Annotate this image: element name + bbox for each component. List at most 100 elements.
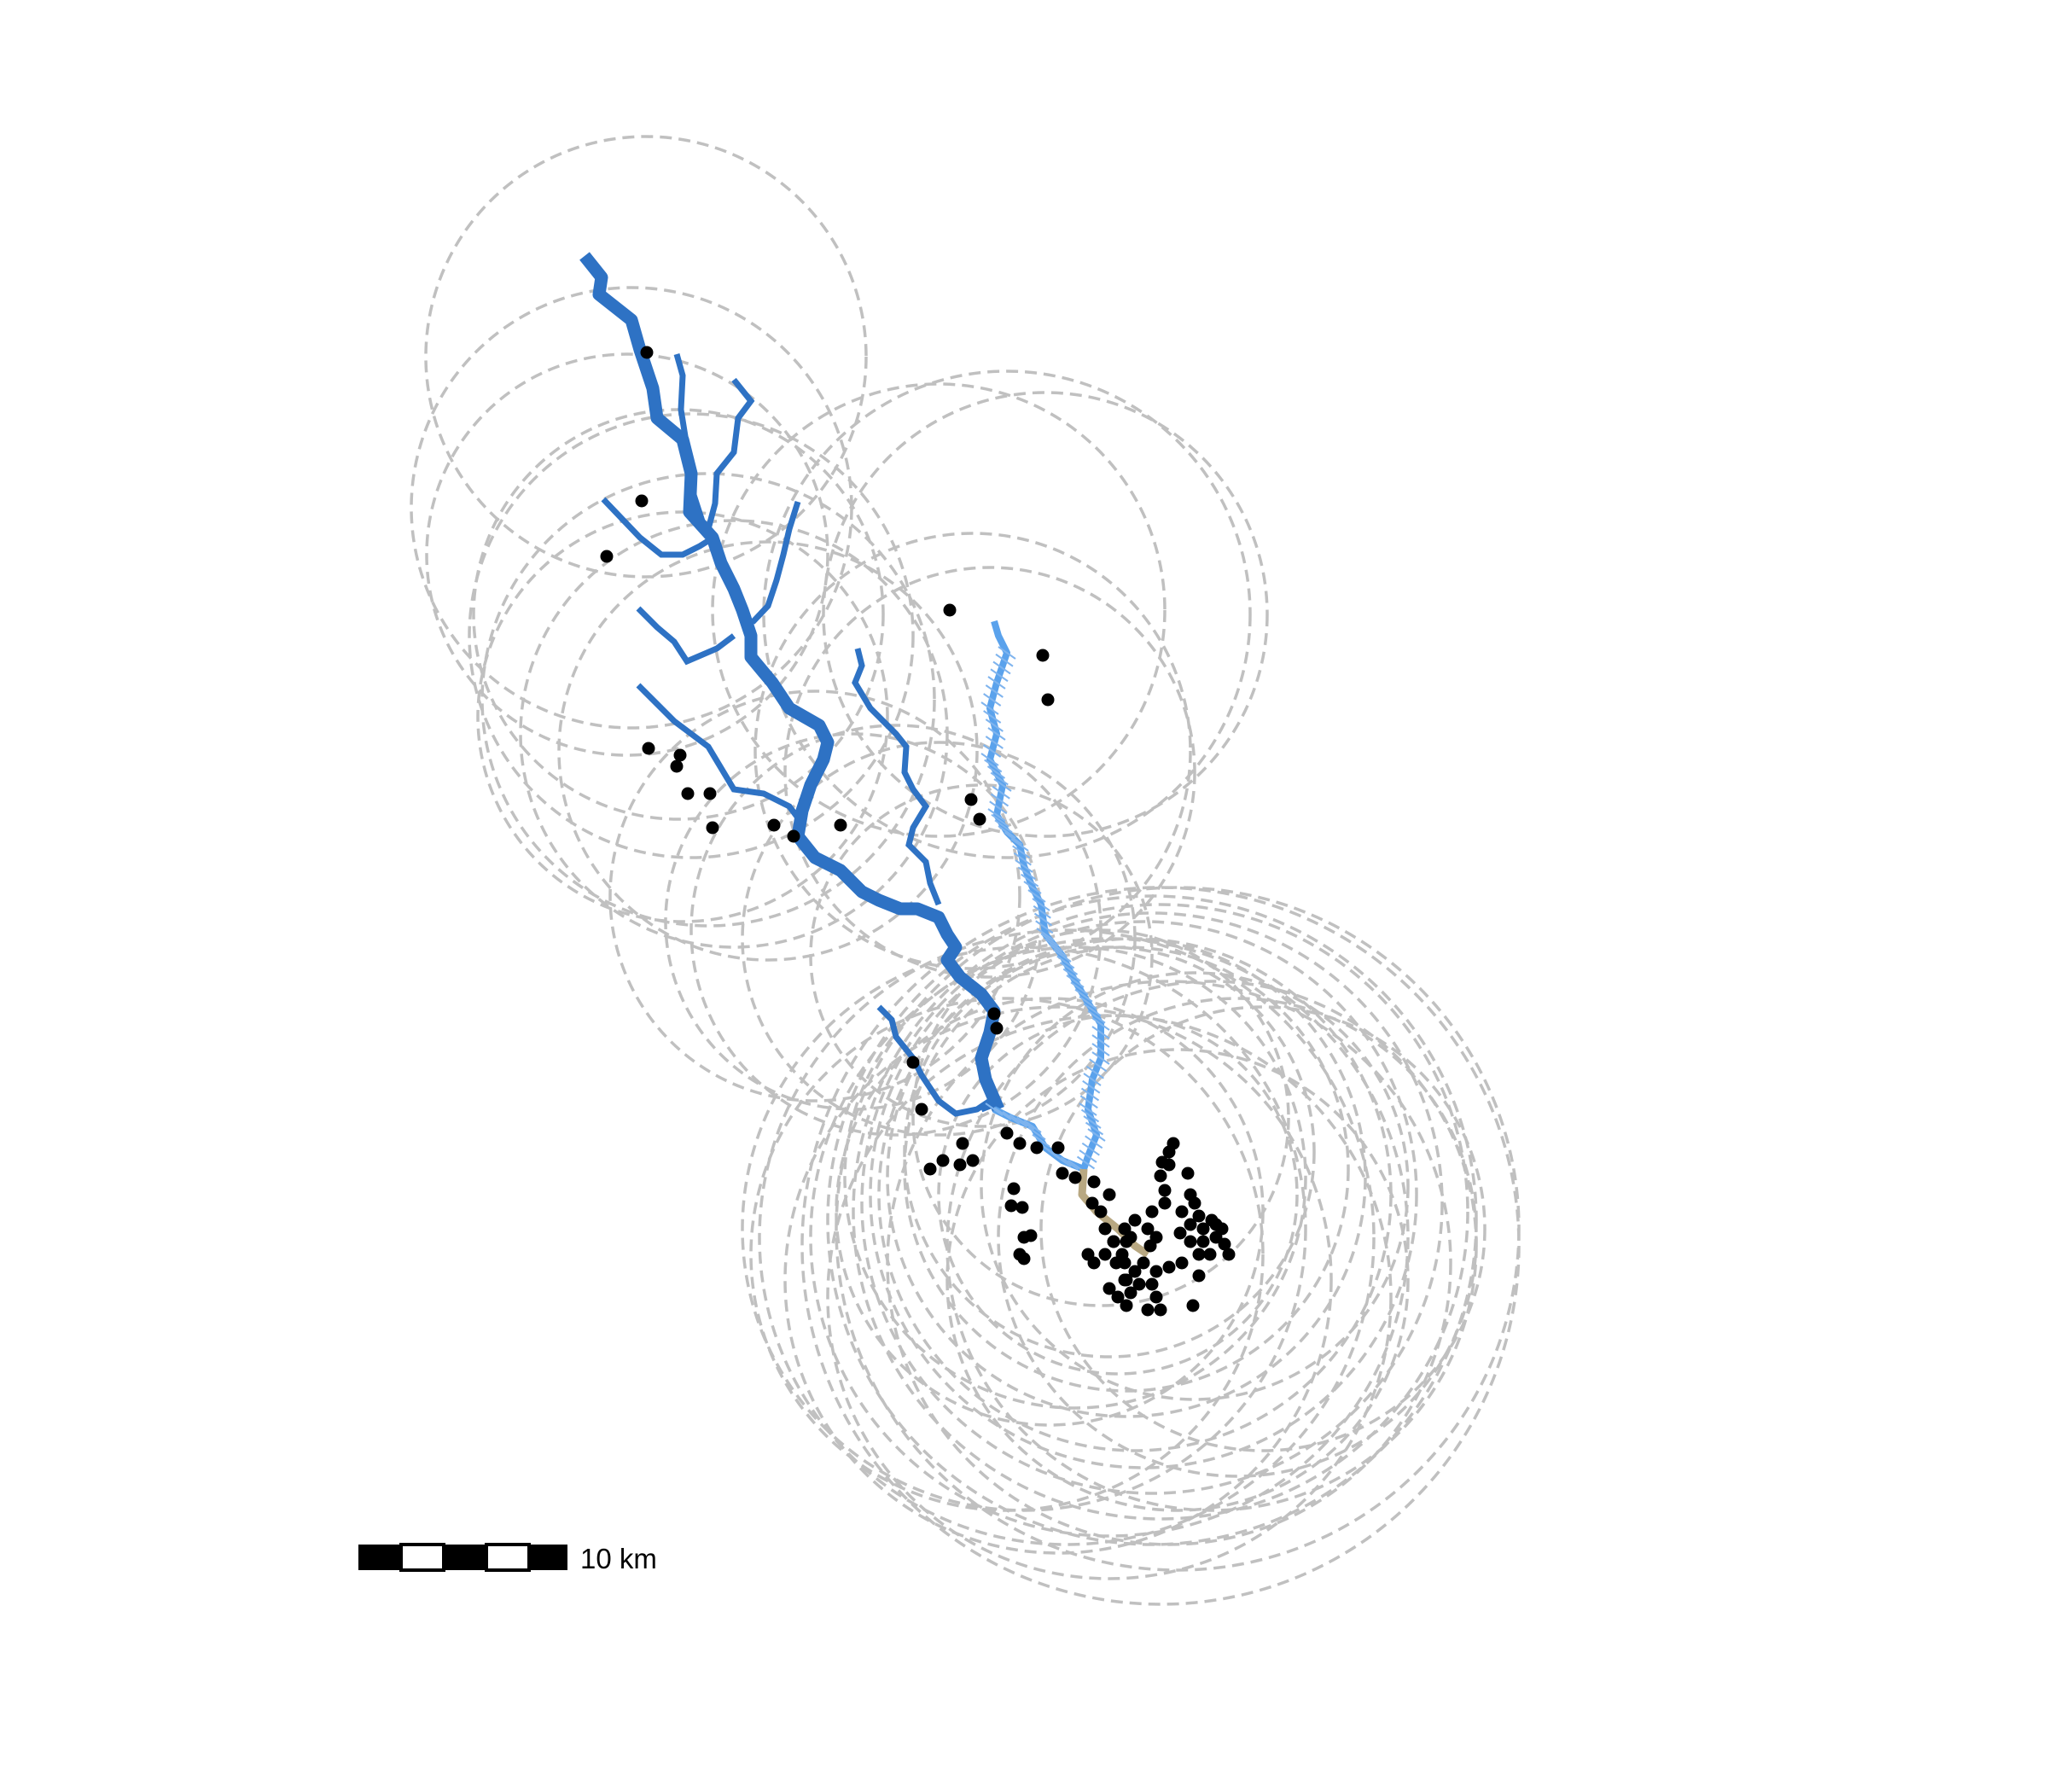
site-point <box>1175 1205 1189 1219</box>
hatch-mark <box>1009 1114 1027 1128</box>
site-point <box>1154 1303 1167 1317</box>
site-point <box>1120 1299 1133 1312</box>
site-point <box>1098 1248 1112 1261</box>
hatch-mark <box>992 660 1011 675</box>
hatch-mark <box>1079 996 1097 1009</box>
hatch-mark <box>1091 1026 1110 1039</box>
hatch-mark <box>1017 866 1036 881</box>
buffer-circle <box>476 510 889 923</box>
site-point <box>1173 1226 1187 1240</box>
scale-bar-segment <box>485 1543 531 1572</box>
hatch-mark <box>980 701 999 715</box>
site-point <box>635 494 649 508</box>
tributary <box>852 648 942 906</box>
buffer-circle <box>822 391 1269 838</box>
hatch-mark <box>1013 852 1032 866</box>
buffer-circle <box>869 920 1418 1469</box>
main-river <box>579 252 1004 1112</box>
site-point <box>1068 1171 1082 1184</box>
hatch-mark <box>1079 1095 1098 1109</box>
buffer-circle <box>800 886 1521 1606</box>
site-point <box>1222 1248 1236 1261</box>
site-point <box>787 829 800 843</box>
site-point <box>1192 1269 1206 1283</box>
hatch-mark <box>1070 981 1089 996</box>
hatch-mark <box>985 1103 1004 1116</box>
buffer-circle <box>980 971 1410 1401</box>
hatch-mark <box>1053 949 1072 963</box>
site-point <box>1181 1167 1195 1180</box>
hatch-mark <box>993 1107 1012 1120</box>
site-point <box>1007 1182 1021 1196</box>
site-point <box>1143 1239 1157 1253</box>
hatch-mark <box>1023 881 1042 894</box>
scale-bar-segment <box>444 1545 486 1570</box>
site-point <box>1184 1235 1197 1248</box>
site-point <box>1132 1277 1146 1291</box>
hatch-mark <box>984 759 1003 773</box>
hatch-mark <box>992 785 1010 800</box>
buffer-circle <box>711 382 1167 838</box>
buffer-circle <box>1039 1005 1487 1452</box>
hatch-mark <box>991 813 1009 828</box>
site-point <box>1024 1229 1038 1242</box>
hatch-mark <box>989 800 1008 815</box>
hatch-mark <box>1015 859 1033 873</box>
hatch-mark <box>1010 838 1029 852</box>
buffer-circle <box>937 1014 1299 1376</box>
hatch-mark <box>995 653 1014 667</box>
site-point <box>923 1162 937 1176</box>
buffer-circle <box>997 997 1478 1478</box>
buffer-circle <box>809 937 1410 1538</box>
site-point <box>1056 1167 1069 1180</box>
hatch-mark <box>1032 1133 1050 1148</box>
hatch-mark <box>990 793 1009 807</box>
tributary <box>636 683 805 826</box>
hatch-mark <box>1033 905 1051 919</box>
site-point <box>703 787 717 800</box>
site-point <box>1098 1222 1112 1236</box>
hatch-mark <box>1066 975 1085 988</box>
site-point <box>1192 1248 1206 1261</box>
hatch-mark <box>1091 1051 1110 1065</box>
buffer-circle <box>843 945 1307 1410</box>
site-point <box>1218 1237 1231 1251</box>
buffer-circle <box>424 135 868 579</box>
site-point <box>1141 1303 1155 1317</box>
site-point <box>906 1056 920 1069</box>
buffer-circle <box>608 689 1021 1103</box>
hatch-mark <box>1036 928 1055 941</box>
scale-bar-segment <box>358 1545 401 1570</box>
hatch-mark <box>983 693 1002 707</box>
site-point <box>1128 1265 1142 1278</box>
site-point <box>987 1007 1001 1021</box>
site-point <box>673 748 687 762</box>
buffer-circle <box>557 540 979 962</box>
site-point <box>1015 1201 1029 1214</box>
tributary <box>705 377 755 530</box>
tributary <box>673 353 708 531</box>
hatch-mark <box>985 719 1004 732</box>
site-point <box>1120 1235 1133 1248</box>
site-point <box>966 1154 980 1167</box>
hatch-mark <box>1079 1103 1097 1116</box>
site-point <box>1162 1260 1176 1274</box>
hatch-mark <box>1032 898 1050 911</box>
site-point <box>834 818 847 832</box>
hatch-mark <box>1079 1149 1097 1163</box>
buffer-circle <box>425 352 829 757</box>
site-points <box>600 346 1236 1317</box>
buffer-circle <box>749 997 1265 1512</box>
site-point <box>1030 1141 1044 1155</box>
hatch-mark <box>994 819 1013 834</box>
hatch-mark <box>990 668 1009 683</box>
tributary <box>876 1004 992 1117</box>
hatch-mark <box>1049 943 1068 957</box>
site-point <box>1120 1273 1133 1287</box>
hatch-mark <box>1074 988 1093 1003</box>
site-point <box>1186 1299 1200 1312</box>
hatch-mark <box>1081 1142 1100 1156</box>
hatch-mark <box>1083 1115 1102 1129</box>
site-point <box>670 759 684 773</box>
